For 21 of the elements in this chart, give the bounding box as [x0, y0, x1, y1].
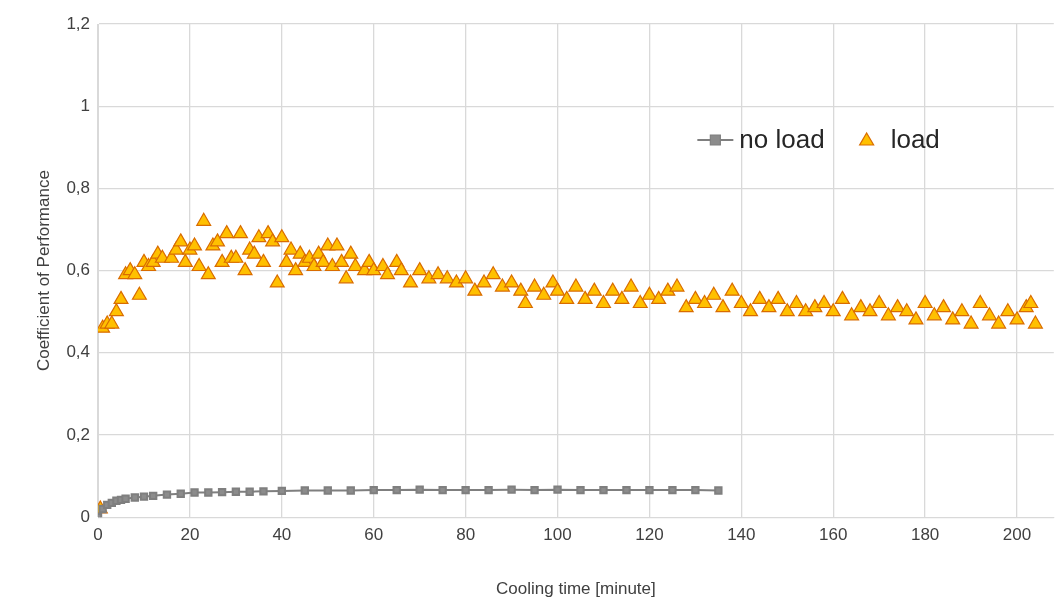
y-tick-label: 0,2: [66, 424, 91, 444]
x-tick-label: 100: [543, 525, 572, 545]
legend-label: no load: [739, 124, 825, 155]
y-tick-label: 1: [80, 95, 91, 115]
x-tick-label: 120: [635, 525, 664, 545]
y-tick-label: 0,8: [66, 178, 91, 198]
legend-label: load: [890, 124, 940, 155]
y-tick-label: 0,6: [66, 260, 91, 280]
x-tick-label: 20: [180, 525, 200, 545]
x-tick-label: 80: [456, 525, 476, 545]
x-tick-label: 140: [727, 525, 756, 545]
x-tick-label: 200: [1002, 525, 1032, 545]
y-tick-label: 0,4: [66, 342, 91, 362]
x-tick-label: 160: [819, 525, 848, 545]
x-tick-label: 180: [910, 525, 940, 545]
y-axis-title: Coefficient of Performance: [33, 170, 53, 372]
y-tick-label: 0: [80, 506, 91, 526]
x-axis-title: Cooling time [minute]: [496, 579, 656, 599]
y-tick-label: 1,2: [66, 13, 91, 33]
x-tick-label: 40: [272, 525, 292, 545]
x-tick-label: 60: [364, 525, 384, 545]
